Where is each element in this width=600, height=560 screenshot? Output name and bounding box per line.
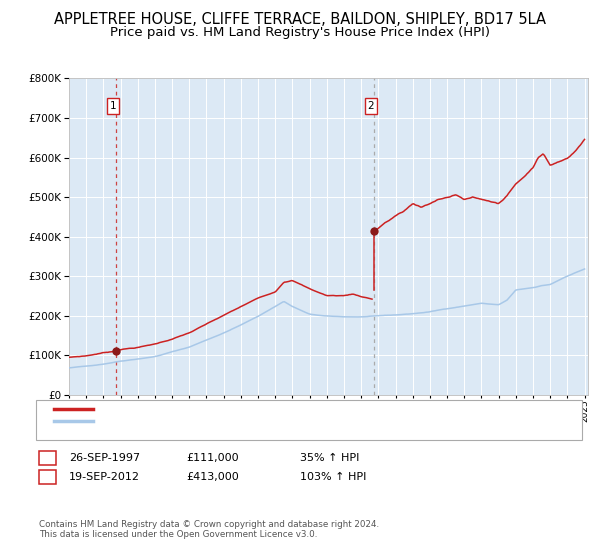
Text: 35% ↑ HPI: 35% ↑ HPI — [300, 453, 359, 463]
Text: 26-SEP-1997: 26-SEP-1997 — [69, 453, 140, 463]
Text: £413,000: £413,000 — [186, 472, 239, 482]
Text: 2: 2 — [44, 472, 51, 482]
Text: 103% ↑ HPI: 103% ↑ HPI — [300, 472, 367, 482]
Text: APPLETREE HOUSE, CLIFFE TERRACE, BAILDON, SHIPLEY, BD17 5LA (detached house): APPLETREE HOUSE, CLIFFE TERRACE, BAILDON… — [99, 404, 526, 414]
Text: £111,000: £111,000 — [186, 453, 239, 463]
Text: APPLETREE HOUSE, CLIFFE TERRACE, BAILDON, SHIPLEY, BD17 5LA: APPLETREE HOUSE, CLIFFE TERRACE, BAILDON… — [54, 12, 546, 27]
Text: 2: 2 — [368, 101, 374, 111]
Text: 1: 1 — [44, 453, 51, 463]
Text: Contains HM Land Registry data © Crown copyright and database right 2024.
This d: Contains HM Land Registry data © Crown c… — [39, 520, 379, 539]
Text: Price paid vs. HM Land Registry's House Price Index (HPI): Price paid vs. HM Land Registry's House … — [110, 26, 490, 39]
Text: HPI: Average price, detached house, Bradford: HPI: Average price, detached house, Brad… — [99, 416, 327, 426]
Text: 1: 1 — [110, 101, 116, 111]
Text: 19-SEP-2012: 19-SEP-2012 — [69, 472, 140, 482]
